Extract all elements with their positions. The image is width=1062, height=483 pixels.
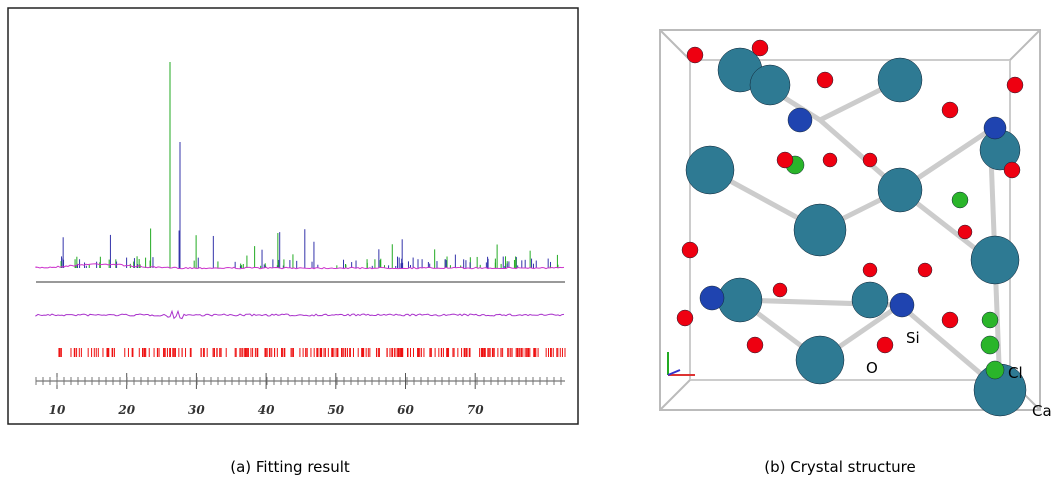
atoms	[676, 39, 1027, 417]
x-tick-label: 10	[49, 403, 66, 417]
atom	[876, 336, 894, 354]
caption-b: (b) Crystal structure	[764, 458, 915, 476]
atom	[851, 281, 889, 319]
atom	[685, 145, 735, 195]
x-tick-label: 50	[327, 403, 344, 417]
atom-label: O	[866, 359, 878, 377]
atom-label: Cl	[1008, 364, 1023, 382]
atom	[951, 191, 969, 209]
x-tick-label: 30	[188, 403, 205, 417]
atom	[980, 335, 1000, 355]
caption-a: (a) Fitting result	[230, 458, 350, 476]
axes-icon	[667, 352, 695, 376]
atom	[772, 282, 788, 298]
atom	[686, 46, 704, 64]
atom	[981, 311, 999, 329]
x-tick-label: 70	[467, 403, 484, 417]
atom	[970, 235, 1020, 285]
atom	[822, 152, 838, 168]
x-tick-label: 60	[397, 403, 414, 417]
atom	[877, 167, 923, 213]
atom	[917, 262, 933, 278]
atom	[776, 151, 794, 169]
x-ticks: 10 20 30 40 50 60 70	[35, 373, 562, 417]
atom	[793, 203, 847, 257]
atom	[787, 107, 813, 133]
calc-profile	[35, 263, 565, 270]
atom	[957, 224, 973, 240]
atom	[751, 39, 769, 57]
atom	[862, 262, 878, 278]
atom	[983, 116, 1007, 140]
x-tick-label: 40	[258, 403, 275, 417]
atom	[1003, 161, 1021, 179]
panel-a-frame	[7, 7, 579, 425]
atom	[941, 311, 959, 329]
atom	[749, 64, 791, 106]
xrd-pattern	[35, 62, 566, 357]
atom	[681, 241, 699, 259]
atom-label: Si	[906, 329, 920, 347]
atom	[795, 335, 845, 385]
atom	[941, 101, 959, 119]
atom-label: Ca	[1032, 402, 1052, 420]
atom	[1006, 76, 1024, 94]
atom	[717, 277, 763, 323]
atom	[862, 152, 878, 168]
atom	[889, 292, 915, 318]
atom	[816, 71, 834, 89]
x-tick-label: 20	[117, 403, 135, 417]
difference	[35, 309, 565, 320]
atom	[746, 336, 764, 354]
atom	[985, 360, 1005, 380]
atom	[676, 309, 694, 327]
crystal-structure	[659, 29, 1041, 411]
atom	[699, 285, 725, 311]
atom	[877, 57, 923, 103]
